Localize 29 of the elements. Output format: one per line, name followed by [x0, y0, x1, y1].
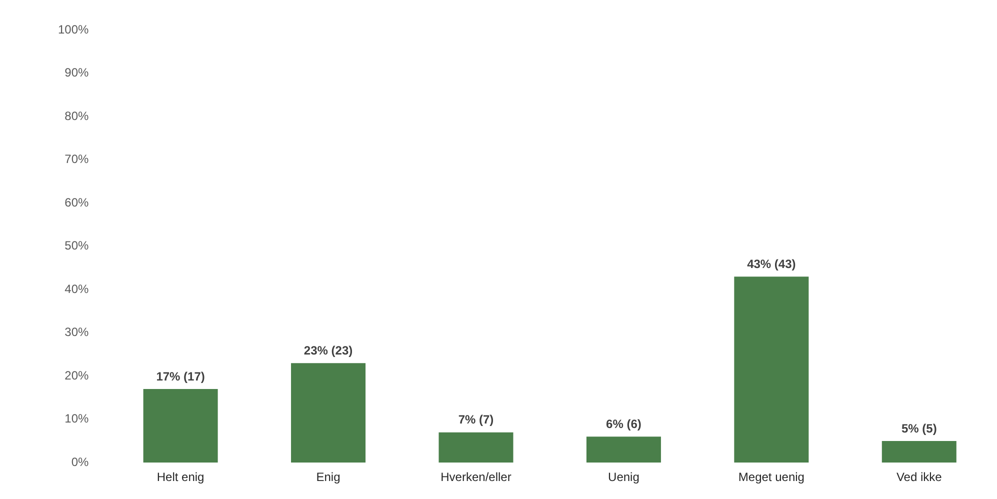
data-label: 5% (5) — [901, 421, 937, 436]
y-tick-label: 30% — [64, 325, 90, 340]
y-tick-label: 40% — [64, 282, 90, 296]
bar — [438, 432, 514, 463]
x-tick-label: Helt enig — [156, 470, 204, 484]
bar — [734, 276, 809, 463]
data-label: 43% (43) — [747, 256, 796, 271]
data-label: 17% (17) — [156, 369, 205, 384]
y-tick-label: 60% — [64, 195, 90, 210]
data-label: 6% (6) — [606, 416, 642, 431]
bar — [586, 436, 661, 463]
y-tick-label: 70% — [64, 152, 90, 166]
y-tick-label: 10% — [64, 412, 90, 426]
x-tick-label: Hverken/eller — [440, 470, 512, 484]
y-tick-label: 20% — [64, 368, 90, 382]
data-label: 7% (7) — [458, 412, 494, 427]
x-tick-label: Enig — [316, 470, 340, 484]
y-tick-label: 0% — [71, 454, 90, 469]
y-tick-label: 90% — [64, 66, 90, 80]
y-tick-label: 50% — [64, 238, 90, 253]
x-tick-label: Meget uenig — [738, 470, 804, 484]
y-tick-label: 100% — [58, 22, 90, 36]
x-tick-label: Uenig — [608, 470, 640, 484]
data-label: 23% (23) — [304, 343, 353, 358]
x-tick-label: Ved ikke — [896, 470, 942, 484]
bar — [291, 363, 366, 463]
bar — [143, 389, 218, 463]
y-tick-label: 80% — [64, 108, 90, 123]
bar — [882, 440, 956, 463]
